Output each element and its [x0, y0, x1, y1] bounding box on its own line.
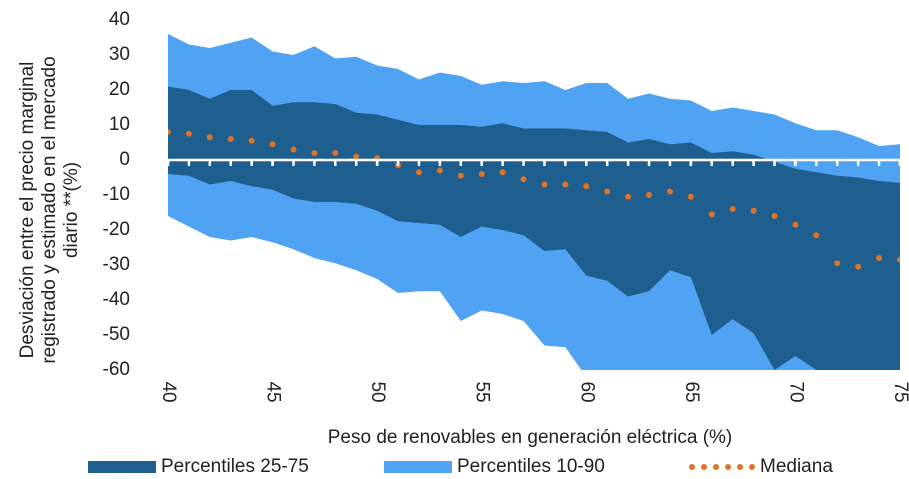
x-tick-label: 50 [367, 381, 388, 402]
median-dot [168, 129, 171, 135]
x-tick-label: 65 [681, 381, 702, 402]
median-dot [834, 260, 841, 267]
x-tick-label: 60 [576, 381, 597, 402]
legend-dot [725, 464, 731, 470]
median-dot [332, 150, 339, 156]
y-tick-label: 10 [109, 114, 130, 135]
median-dot [248, 137, 255, 144]
median-dot [415, 169, 422, 176]
median-dot [604, 188, 611, 195]
median-dot [897, 256, 900, 263]
median-dot [750, 207, 757, 214]
y-label-line: diario **(%) [61, 162, 82, 258]
median-dot [353, 153, 360, 160]
x-axis-label: Peso de renovables en generación eléctri… [328, 427, 733, 448]
median-dot [311, 150, 318, 156]
y-tick-label: -50 [103, 324, 130, 345]
legend-label: Percentiles 10-90 [457, 456, 605, 477]
median-dot [625, 193, 632, 200]
median-dot [206, 134, 213, 141]
median-dot [813, 232, 820, 239]
median-dot [646, 192, 653, 198]
median-dot [457, 172, 464, 179]
y-label-line: registrado y estimado en el mercado [39, 56, 60, 363]
median-dot [520, 176, 527, 183]
plot-area [168, 34, 900, 370]
legend-swatch [88, 461, 156, 473]
median-dot [729, 206, 736, 212]
median-dot [876, 255, 883, 261]
y-tick-label: -10 [103, 184, 130, 205]
median-dot [687, 193, 694, 200]
median-dot [499, 169, 506, 176]
y-tick-label: -40 [103, 289, 130, 310]
legend-dot [713, 464, 719, 470]
x-tick-label: 40 [158, 381, 179, 402]
band-area [168, 86, 900, 370]
median-dot [290, 146, 297, 153]
legend-dot [737, 464, 743, 470]
x-tick-label: 45 [263, 381, 284, 402]
median-dot [541, 181, 548, 188]
y-tick-label: 0 [119, 149, 130, 170]
legend-swatch [384, 461, 452, 473]
legend-label: Percentiles 25-75 [161, 456, 309, 477]
y-tick-label: -30 [103, 254, 130, 275]
y-tick-label: 40 [109, 9, 130, 30]
x-tick-label: 55 [472, 381, 493, 402]
legend-label: Mediana [760, 456, 833, 477]
median-dot [855, 263, 862, 270]
x-tick-label: 75 [890, 381, 909, 402]
median-dot [227, 136, 234, 142]
median-dot [583, 183, 590, 190]
legend-dot [701, 464, 707, 470]
y-axis-label: Desviación entre el precio marginal regi… [17, 56, 82, 363]
median-dot [478, 171, 485, 177]
median-dot [666, 188, 673, 195]
median-dot [771, 213, 778, 219]
y-tick-label: -20 [103, 219, 130, 240]
y-label-line: Desviación entre el precio marginal [17, 62, 38, 359]
median-dot [792, 221, 799, 228]
median-dot [562, 181, 569, 188]
legend-dot [749, 464, 755, 470]
x-tick-label: 70 [785, 381, 806, 402]
y-tick-label: -60 [103, 359, 130, 380]
median-dot [269, 141, 276, 148]
legend-dot [689, 464, 695, 470]
median-dot [185, 130, 192, 137]
median-dot [436, 167, 443, 174]
median-dot [708, 211, 715, 218]
y-tick-label: 30 [109, 44, 130, 65]
y-tick-label: 20 [109, 79, 130, 100]
